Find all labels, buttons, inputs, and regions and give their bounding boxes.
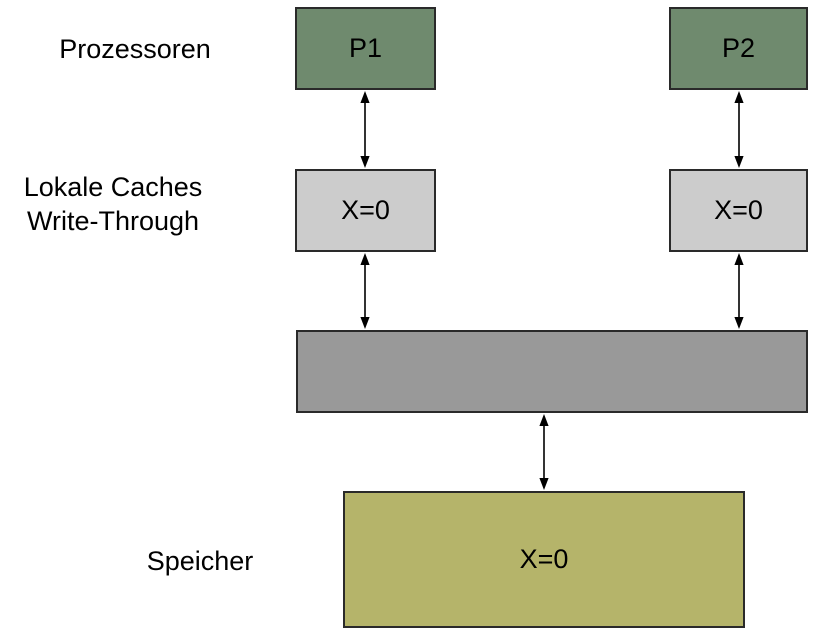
arrow-bus-memory <box>539 414 549 490</box>
processors-row-label: Prozessoren <box>59 34 211 64</box>
memory-row-label: Speicher <box>146 546 254 576</box>
caches-row-label: Lokale Caches Write-Through <box>8 170 218 238</box>
caches-row-label-line2: Write-Through <box>26 206 200 236</box>
processor-p2-box: P2 <box>669 7 808 90</box>
cache2-value: X=0 <box>714 195 763 225</box>
bus-bar <box>296 330 808 413</box>
arrow-p1-cache1 <box>360 91 370 168</box>
memory-box: X=0 <box>343 491 745 628</box>
processor-p2-label: P2 <box>721 33 756 63</box>
caches-row-label-line1: Lokale Caches <box>23 172 203 202</box>
cache1-box: X=0 <box>295 169 436 252</box>
processor-p1-box: P1 <box>295 7 436 90</box>
processor-p1-label: P1 <box>348 33 383 63</box>
cache2-box: X=0 <box>669 169 808 252</box>
arrow-p2-cache2 <box>734 91 744 168</box>
memory-value: X=0 <box>519 544 569 574</box>
arrow-cache1-bus <box>360 253 370 329</box>
arrow-cache2-bus <box>734 253 744 329</box>
cache1-value: X=0 <box>341 195 390 225</box>
